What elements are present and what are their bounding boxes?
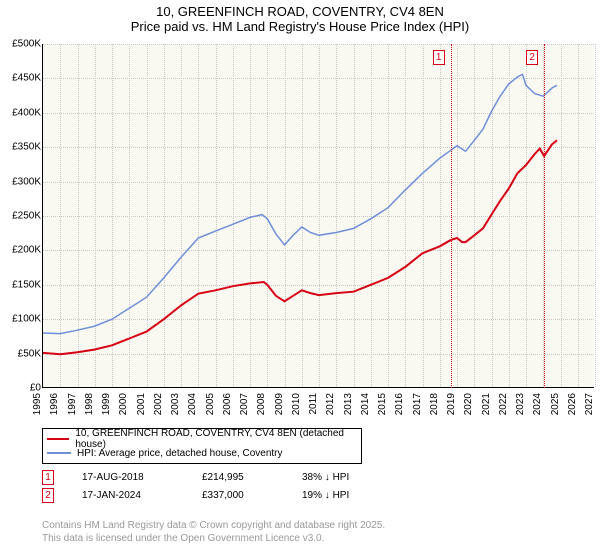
event-marker-1-num: 1: [45, 472, 51, 483]
legend-label-hpi: HPI: Average price, detached house, Cove…: [77, 448, 283, 459]
xtick-label: 2001: [136, 393, 147, 415]
xtick-label: 2010: [291, 393, 302, 415]
chart-credits: Contains HM Land Registry data © Crown c…: [42, 520, 385, 545]
event-marker-box-2: 2: [526, 50, 538, 65]
xtick-label: 2021: [481, 393, 492, 415]
xtick-label: 2024: [532, 393, 543, 415]
ytick-label: £500K: [1, 39, 41, 50]
series-hpi: [43, 74, 557, 333]
ytick-label: £350K: [1, 142, 41, 153]
credits-line2: This data is licensed under the Open Gov…: [42, 533, 385, 546]
event-2-pct: 19% ↓ HPI: [302, 490, 422, 501]
series-property: [43, 140, 557, 354]
xtick-label: 2016: [394, 393, 405, 415]
event-marker-box-1: 1: [433, 50, 445, 65]
xtick-label: 1997: [67, 393, 78, 415]
chart-legend: 10, GREENFINCH ROAD, COVENTRY, CV4 8EN (…: [42, 428, 362, 464]
xtick-label: 2008: [256, 393, 267, 415]
xtick-label: 2023: [515, 393, 526, 415]
chart-title-block: 10, GREENFINCH ROAD, COVENTRY, CV4 8EN P…: [0, 0, 600, 34]
xtick-label: 2014: [360, 393, 371, 415]
event-vline-2: [544, 44, 545, 388]
event-row-1: 1 17-AUG-2018 £214,995 38% ↓ HPI: [42, 468, 422, 486]
event-marker-2-icon: 2: [42, 488, 54, 503]
xtick-label: 1996: [49, 393, 60, 415]
xtick-label: 1995: [32, 393, 43, 415]
xtick-label: 2009: [274, 393, 285, 415]
ytick-label: £50K: [1, 348, 41, 359]
house-price-chart: 10, GREENFINCH ROAD, COVENTRY, CV4 8EN P…: [0, 0, 600, 560]
xtick-label: 2002: [153, 393, 164, 415]
xtick-label: 2025: [550, 393, 561, 415]
xtick-label: 2015: [377, 393, 388, 415]
ytick-label: £300K: [1, 176, 41, 187]
event-marker-2-num: 2: [45, 490, 51, 501]
ytick-label: £0: [1, 383, 41, 394]
xtick-label: 1999: [101, 393, 112, 415]
xtick-label: 2012: [325, 393, 336, 415]
xtick-label: 2000: [118, 393, 129, 415]
event-1-pct: 38% ↓ HPI: [302, 472, 422, 483]
event-2-date: 17-JAN-2024: [82, 490, 202, 501]
xtick-label: 2011: [308, 393, 319, 415]
legend-swatch-property: [47, 438, 69, 440]
ytick-label: £250K: [1, 211, 41, 222]
xtick-label: 2005: [205, 393, 216, 415]
chart-title-address: 10, GREENFINCH ROAD, COVENTRY, CV4 8EN: [0, 4, 600, 19]
ytick-label: £450K: [1, 73, 41, 84]
legend-swatch-hpi: [47, 452, 71, 454]
xtick-label: 1998: [84, 393, 95, 415]
xtick-label: 2017: [412, 393, 423, 415]
event-marker-1-icon: 1: [42, 470, 54, 485]
event-1-price: £214,995: [202, 472, 302, 483]
xtick-label: 2013: [343, 393, 354, 415]
legend-item-property: 10, GREENFINCH ROAD, COVENTRY, CV4 8EN (…: [47, 432, 357, 446]
xtick-label: 2004: [187, 393, 198, 415]
events-data-table: 1 17-AUG-2018 £214,995 38% ↓ HPI 2 17-JA…: [42, 468, 422, 504]
xtick-label: 2007: [239, 393, 250, 415]
xtick-label: 2026: [567, 393, 578, 415]
chart-title-subtitle: Price paid vs. HM Land Registry's House …: [0, 19, 600, 34]
event-vline-1: [451, 44, 452, 388]
xtick-label: 2018: [429, 393, 440, 415]
event-1-date: 17-AUG-2018: [82, 472, 202, 483]
xtick-label: 2019: [446, 393, 457, 415]
xtick-label: 2006: [222, 393, 233, 415]
event-2-price: £337,000: [202, 490, 302, 501]
credits-line1: Contains HM Land Registry data © Crown c…: [42, 520, 385, 533]
ytick-label: £150K: [1, 279, 41, 290]
xtick-label: 2027: [584, 393, 595, 415]
chart-lines-svg: [43, 44, 595, 388]
ytick-label: £200K: [1, 245, 41, 256]
ytick-label: £100K: [1, 314, 41, 325]
event-row-2: 2 17-JAN-2024 £337,000 19% ↓ HPI: [42, 486, 422, 504]
xtick-label: 2020: [463, 393, 474, 415]
xtick-label: 2022: [498, 393, 509, 415]
chart-plot-area: £0£50K£100K£150K£200K£250K£300K£350K£400…: [42, 44, 594, 388]
ytick-label: £400K: [1, 107, 41, 118]
xtick-label: 2003: [170, 393, 181, 415]
